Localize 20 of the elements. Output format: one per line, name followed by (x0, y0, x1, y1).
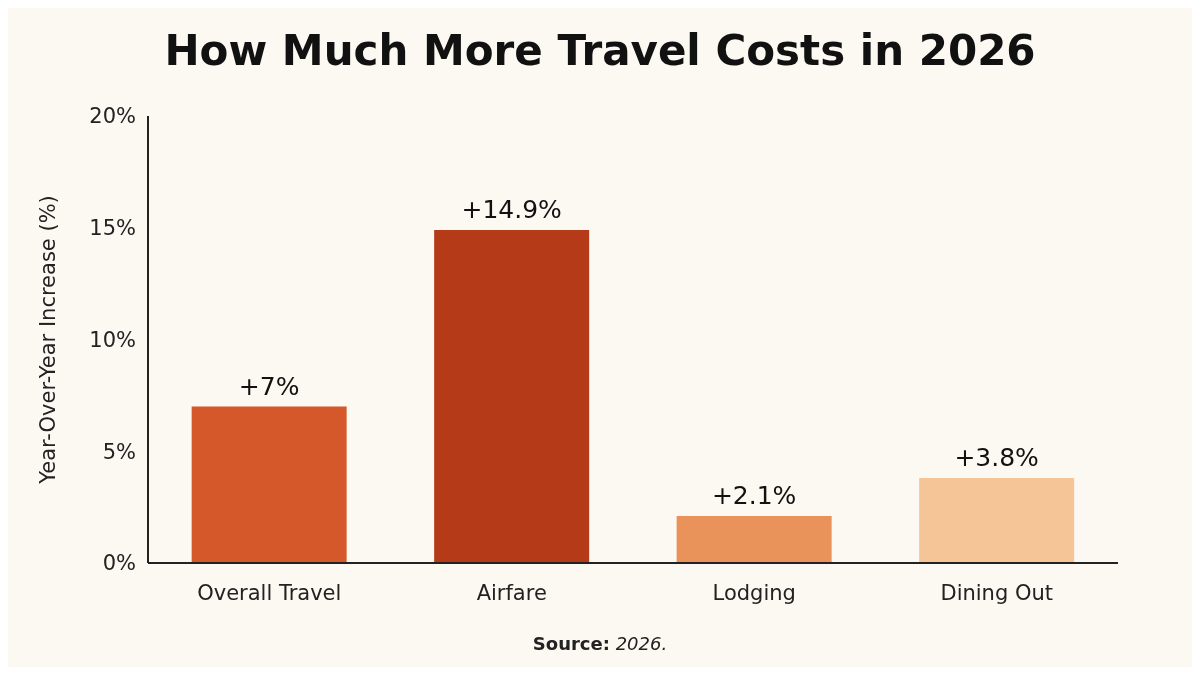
bar (434, 229, 590, 563)
y-tick-label: 0% (102, 551, 136, 576)
data-label: +3.8% (954, 443, 1039, 473)
source-note: Source: 2026. (532, 633, 668, 654)
y-tick-label: 10% (89, 327, 136, 352)
y-tick-label: 5% (102, 439, 136, 464)
x-tick-label: Overall Travel (197, 580, 342, 605)
y-axis-title: Year-Over-Year Increase (%) (36, 195, 61, 485)
bar (919, 478, 1075, 563)
data-label: +14.9% (461, 194, 562, 224)
data-label: +2.1% (711, 481, 797, 511)
x-tick-label: Lodging (712, 580, 796, 605)
x-tick-label: Airfare (476, 580, 547, 605)
chart-title: How Much More Travel Costs in 2026 (163, 26, 1037, 75)
data-label: +7% (238, 371, 300, 401)
y-tick-label: 20% (89, 104, 136, 129)
y-tick-label: 15% (89, 216, 136, 241)
x-tick-label: Dining Out (940, 580, 1054, 605)
bar (676, 516, 832, 563)
bar (191, 406, 347, 563)
